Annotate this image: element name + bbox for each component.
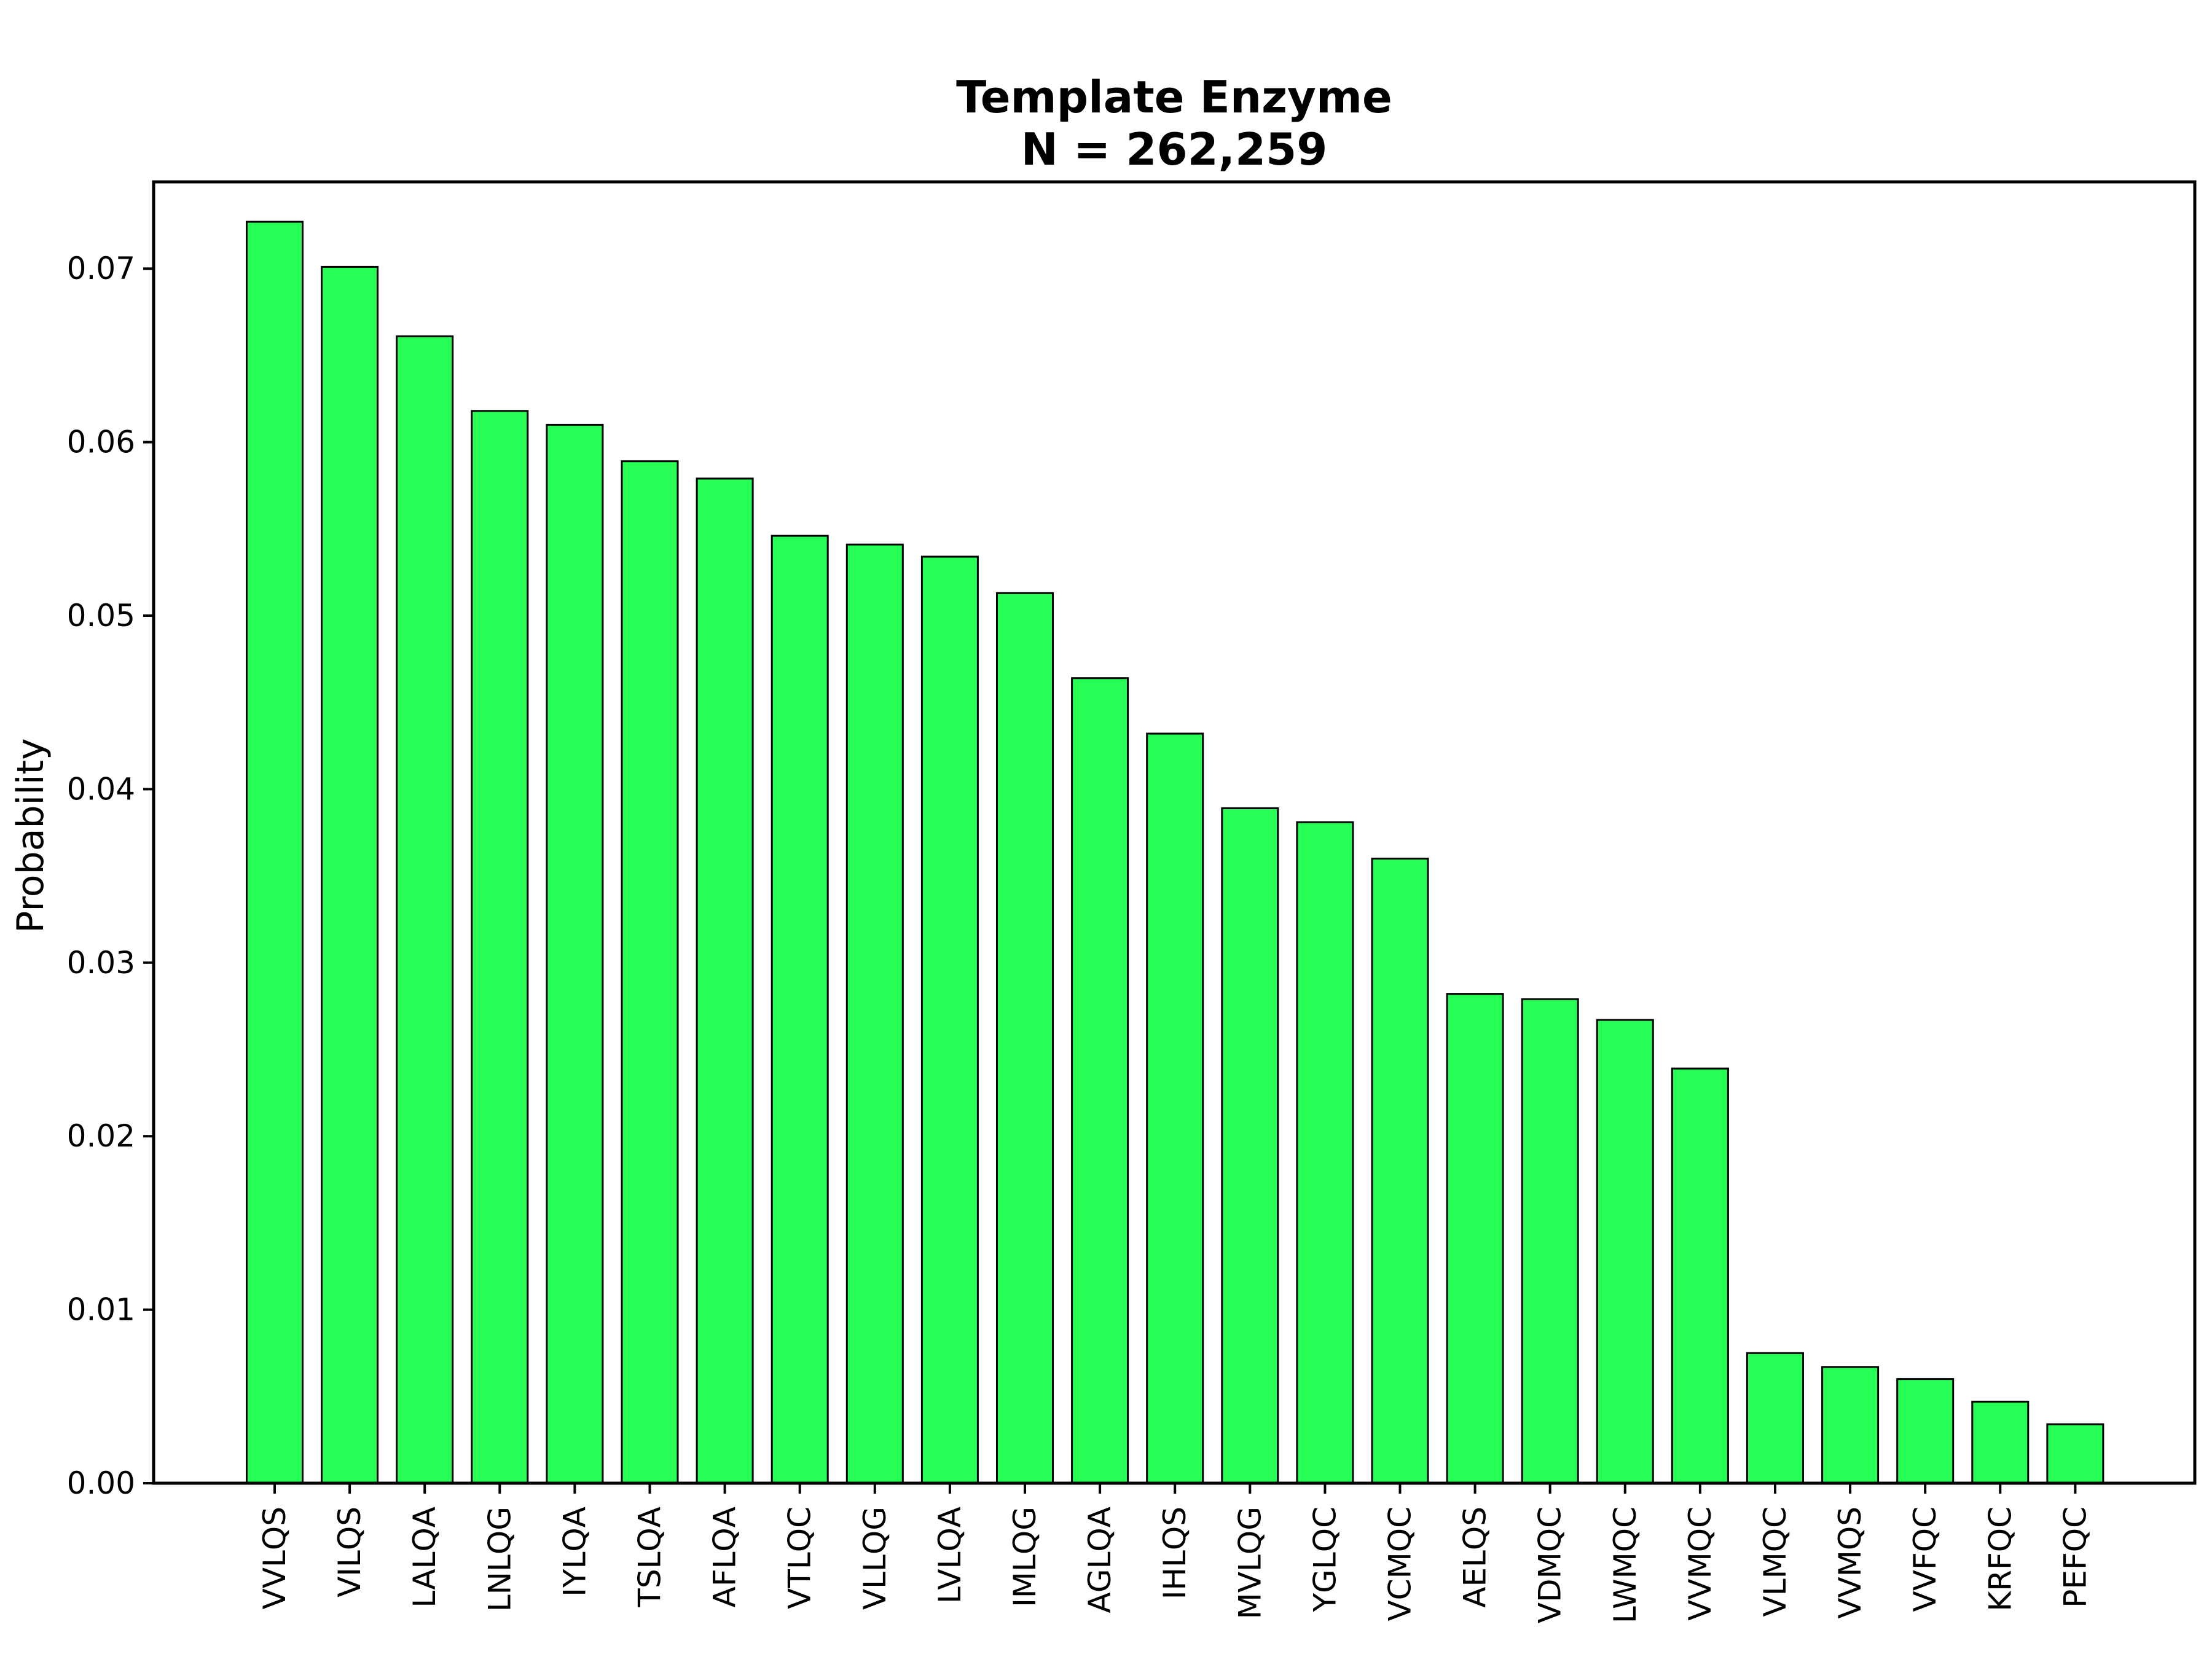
plot-frame [152, 180, 2197, 1485]
x-tick-label: VVMQS [1832, 1507, 1868, 1619]
bar-yglqc [1296, 821, 1354, 1484]
x-tick-label: VILQS [332, 1507, 367, 1597]
bar-vcmqc [1371, 857, 1429, 1484]
x-tick-label: VCMQC [1382, 1507, 1418, 1621]
y-axis-label: Probability [9, 738, 52, 933]
y-tick-label: 0.04 [67, 771, 135, 807]
y-ticks-group: 0.00 0.01 0.02 0.03 0.04 0.05 0.06 0.07 [67, 251, 154, 1501]
bar-vllqg [845, 543, 904, 1484]
x-tick-label: VVLQS [257, 1507, 292, 1609]
bar-iylqa [546, 423, 604, 1484]
y-tick-label: 0.06 [67, 425, 135, 460]
bar-lvlqa [920, 555, 979, 1484]
bar-imlqg [996, 592, 1054, 1484]
x-tick-label: LWMQC [1607, 1507, 1643, 1623]
bar-tslqa [621, 460, 679, 1484]
x-tick-label: AELQS [1457, 1507, 1493, 1608]
y-tick-label: 0.00 [67, 1465, 135, 1501]
bar-lalqa [396, 335, 454, 1484]
bar-aflqa [696, 477, 754, 1484]
x-ticks-group: VVLQS VILQS LALQA LNLQG IYLQA TSLQA AFLQA VTLQC… [257, 1483, 2093, 1623]
chart-title: Template Enzyme [956, 71, 1392, 123]
x-tick-label: YGLQC [1307, 1507, 1343, 1612]
x-tick-label: LALQA [407, 1507, 442, 1608]
bar-mvlqg [1221, 807, 1279, 1484]
bar-ihlqs [1146, 732, 1204, 1484]
x-tick-label: IHLQS [1157, 1507, 1193, 1599]
x-tick-label: AFLQA [707, 1507, 743, 1607]
bar-lnlqg [471, 410, 529, 1484]
x-tick-label: MVLQG [1232, 1507, 1268, 1619]
bar-lwmqc [1596, 1019, 1654, 1484]
bar-pefqc [2046, 1423, 2104, 1484]
x-tick-label: VDMQC [1532, 1507, 1568, 1623]
x-tick-label: PEFQC [2057, 1507, 2093, 1608]
x-tick-label: IYLQA [557, 1507, 592, 1597]
x-tick-label: VLMQC [1757, 1507, 1793, 1617]
y-tick-label: 0.05 [67, 598, 135, 633]
bar-vdmqc [1521, 998, 1579, 1484]
x-tick-label: VTLQC [782, 1507, 818, 1609]
y-tick-label: 0.01 [67, 1292, 135, 1328]
y-tick-label: 0.07 [67, 251, 135, 286]
x-tick-label: LVLQA [932, 1507, 968, 1604]
bar-vlmqc [1746, 1352, 1804, 1484]
x-tick-label: IMLQG [1007, 1507, 1043, 1607]
bar-aelqs [1446, 993, 1504, 1484]
x-tick-label: AGLQA [1082, 1507, 1118, 1613]
bar-vvmqc [1671, 1067, 1729, 1484]
bar-krfqc [1971, 1400, 2030, 1484]
x-tick-label: TSLQA [632, 1507, 668, 1608]
x-tick-label: VVMQC [1682, 1507, 1718, 1621]
chart-subtitle: N = 262,259 [1021, 123, 1328, 175]
y-tick-label: 0.02 [67, 1118, 135, 1154]
bar-vvlqs [246, 221, 304, 1484]
bar-vilqs [321, 265, 379, 1484]
bar-vvmqs [1821, 1366, 1880, 1484]
x-tick-label: VVFQC [1907, 1507, 1943, 1612]
bars-group [246, 221, 2104, 1484]
y-tick-label: 0.03 [67, 945, 135, 981]
bar-vtlqc [771, 535, 829, 1484]
bar-vvfqc [1896, 1378, 1955, 1484]
x-tick-label: LNLQG [482, 1507, 517, 1612]
bar-aglqa [1071, 677, 1129, 1484]
x-tick-label: KRFQC [1982, 1507, 2018, 1612]
x-tick-label: VLLQG [857, 1507, 893, 1610]
